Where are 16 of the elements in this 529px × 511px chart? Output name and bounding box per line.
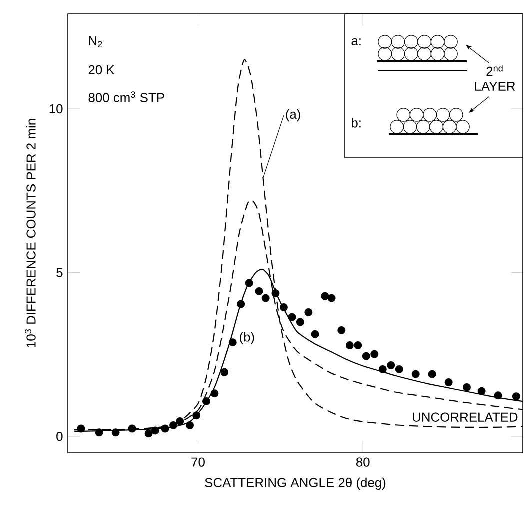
annotation: N$_{2}$ [89,36,102,48]
annotation: a: [352,38,361,46]
y-tick-label: 5 [56,268,63,278]
y-axis-title: 10$^{3}$ DIFFERENCE COUNTS PER 2 min [25,119,36,348]
annotation: 800 cm$^{3}$ STP [88,92,164,102]
annotation: 20 K [88,65,115,75]
annotation: b: [352,118,361,128]
x-tick-label: 80 [356,458,370,467]
annotation: 2$^{nd}$ LAYER [475,65,516,91]
y-tick-label: 10 [50,104,63,114]
series-label: UNCORRELATED [413,412,518,422]
x-tick-label: 70 [192,458,205,467]
x-axis-title: SCATTERING ANGLE 2θ (deg) [205,478,386,490]
text: (a) [286,110,300,122]
series-label: (b) [240,332,254,344]
y-tick-label: 0 [56,432,63,442]
